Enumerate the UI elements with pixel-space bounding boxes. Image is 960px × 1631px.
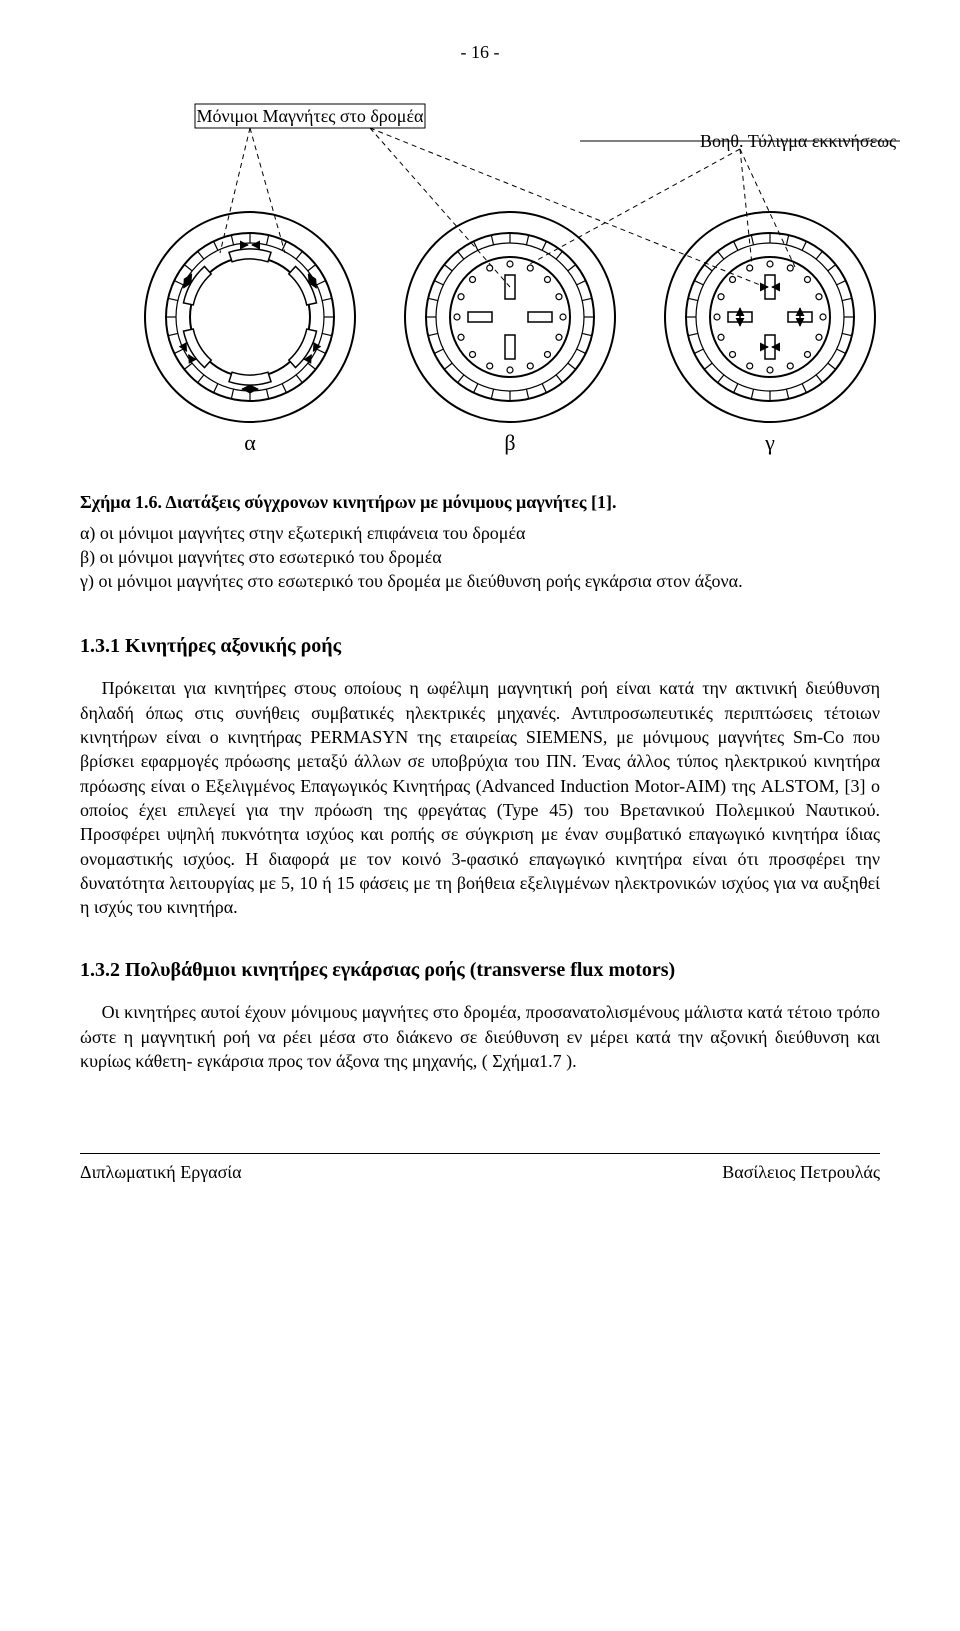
section-1-3-2-body: Οι κινητήρες αυτοί έχουν μόνιμους μαγνήτ… xyxy=(80,1000,880,1073)
footer-left: Διπλωματική Εργασία xyxy=(80,1160,242,1184)
figure-1-6: αβγΜόνιμοι Μαγνήτες στο δρομέαΒοηθ. Τύλι… xyxy=(80,92,880,472)
footer-right: Βασίλειος Πετρουλάς xyxy=(722,1160,880,1184)
svg-text:Μόνιμοι Μαγνήτες στο δρομέα: Μόνιμοι Μαγνήτες στο δρομέα xyxy=(197,106,424,126)
svg-text:α: α xyxy=(244,430,256,455)
page-footer: Διπλωματική Εργασία Βασίλειος Πετρουλάς xyxy=(80,1160,880,1184)
section-heading-1-3-1: 1.3.1 Κινητήρες αξονικής ροής xyxy=(80,633,880,660)
section-1-3-1-body: Πρόκειται για κινητήρες στους οποίους η … xyxy=(80,676,880,919)
page-number: - 16 - xyxy=(80,40,880,64)
svg-text:β: β xyxy=(504,430,515,455)
figure-caption-main: Σχήμα 1.6. Διατάξεις σύγχρονων κινητήρων… xyxy=(80,492,617,512)
svg-text:γ: γ xyxy=(764,430,775,455)
footer-rule xyxy=(80,1153,880,1154)
figure-caption-sub: α) οι μόνιμοι μαγνήτες στην εξωτερική επ… xyxy=(80,521,880,594)
motor-diagram-svg: αβγΜόνιμοι Μαγνήτες στο δρομέαΒοηθ. Τύλι… xyxy=(80,92,900,472)
section-heading-1-3-2: 1.3.2 Πολυβάθμιοι κινητήρες εγκάρσιας ρο… xyxy=(80,957,880,984)
figure-caption: Σχήμα 1.6. Διατάξεις σύγχρονων κινητήρων… xyxy=(80,490,880,514)
